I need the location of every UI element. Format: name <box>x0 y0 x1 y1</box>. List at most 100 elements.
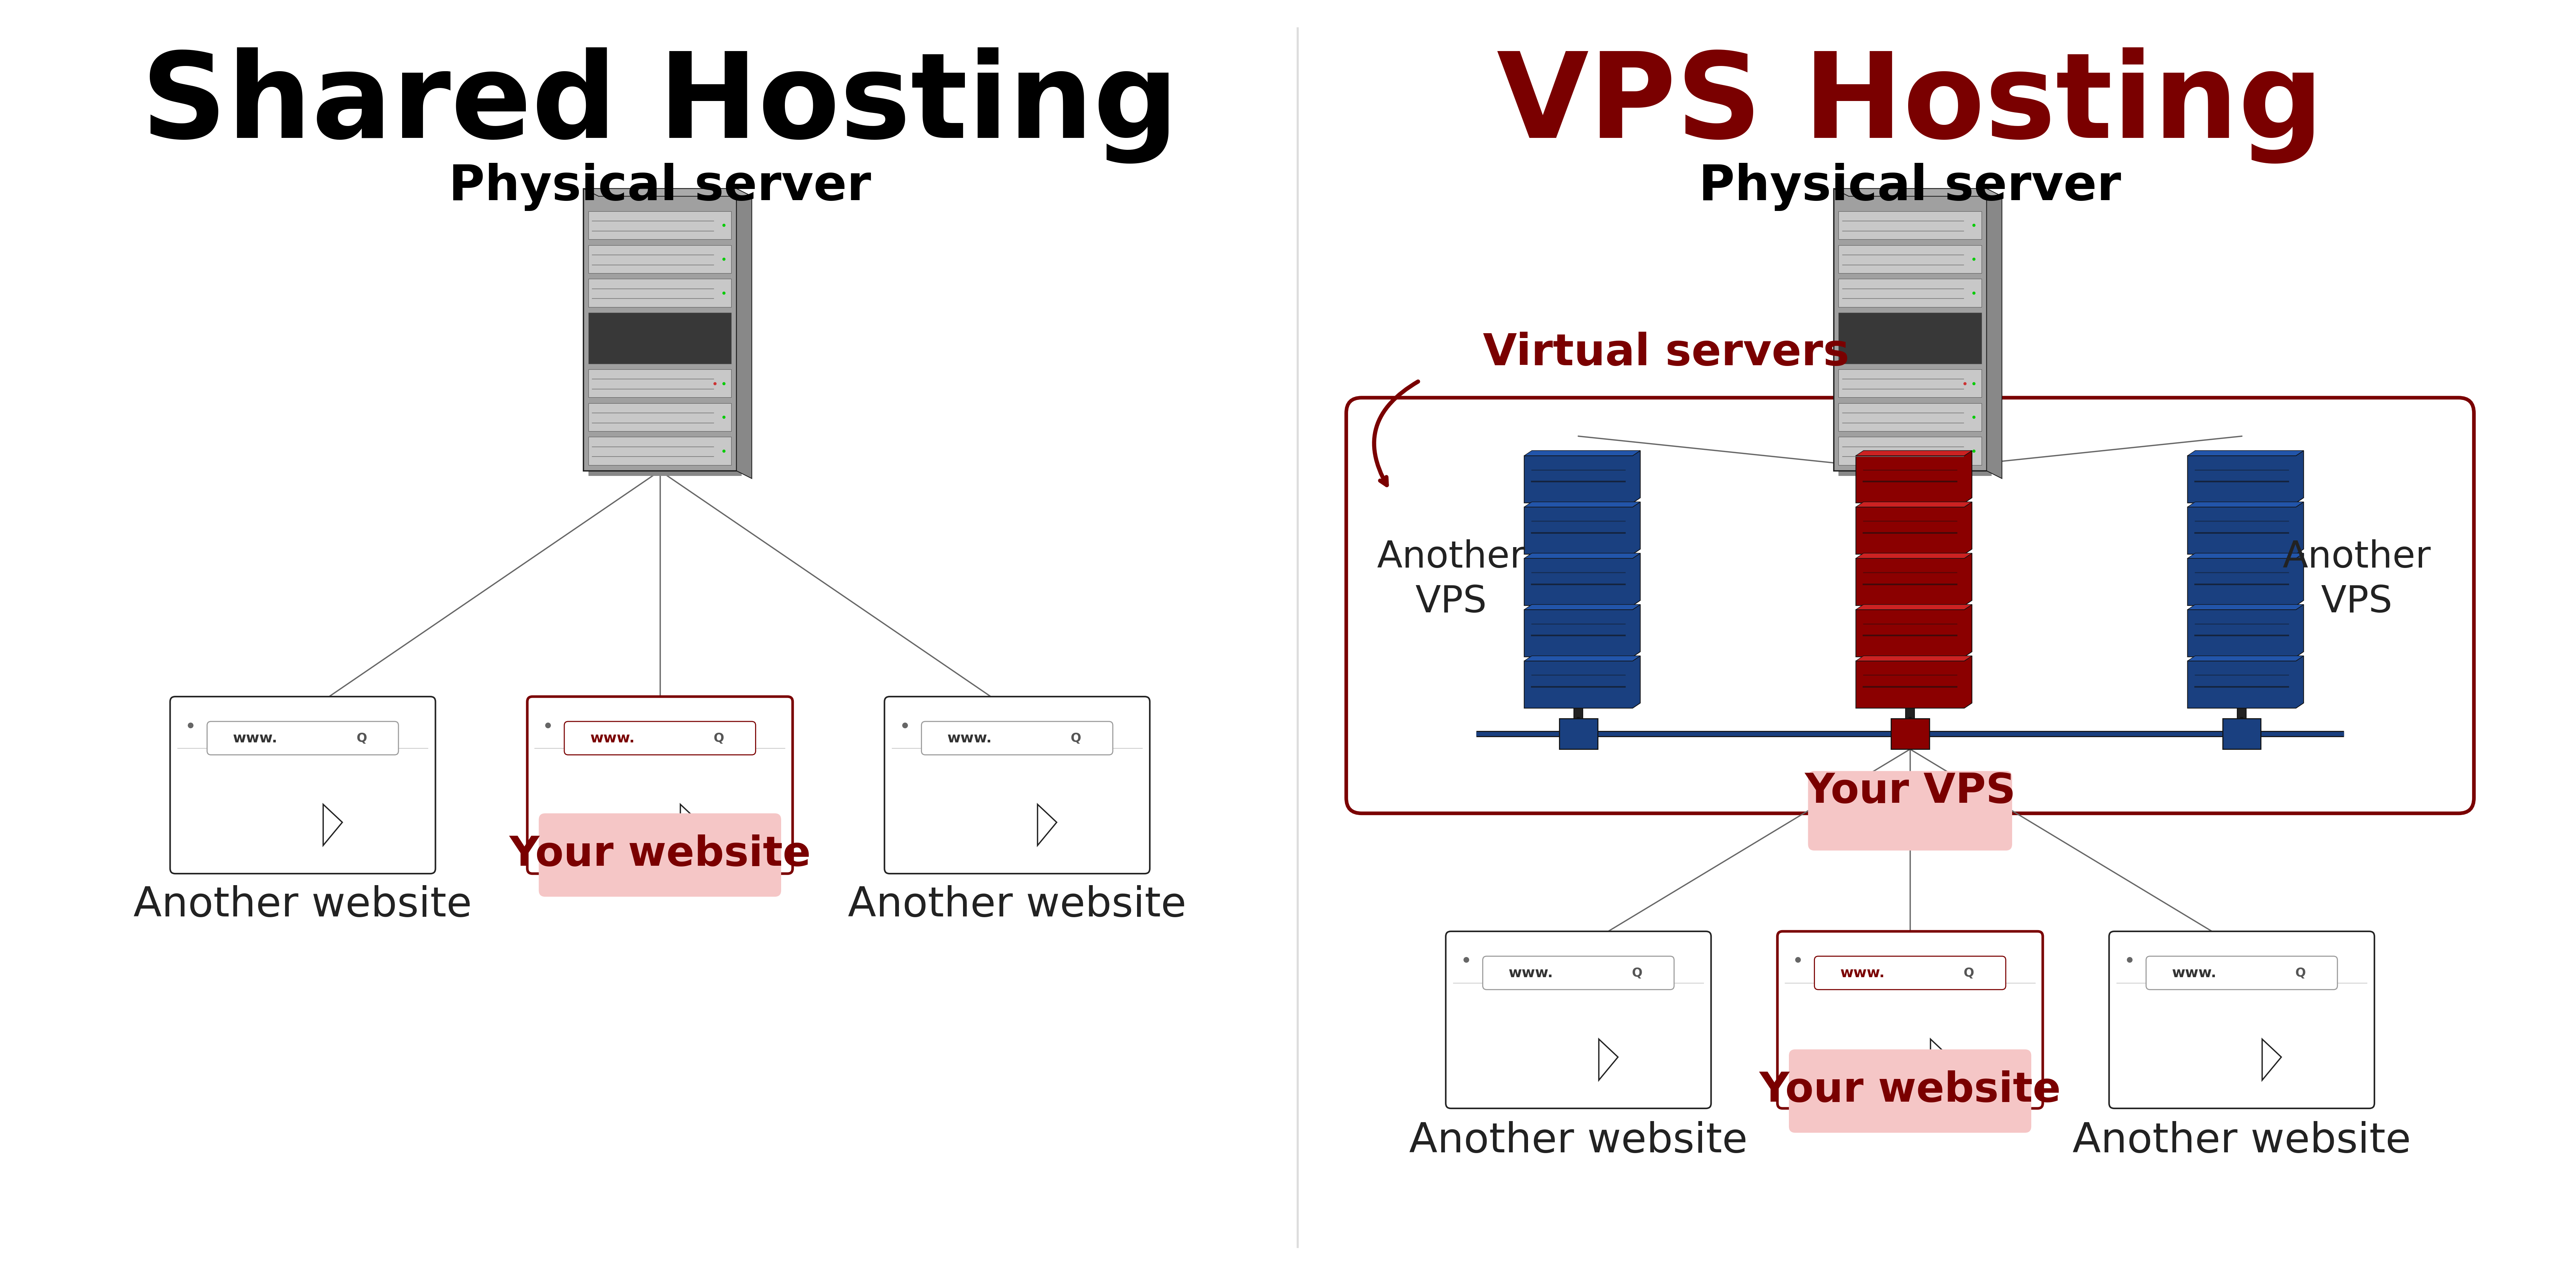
FancyBboxPatch shape <box>1777 931 2043 1109</box>
Text: www.: www. <box>2172 966 2218 980</box>
Polygon shape <box>737 188 752 479</box>
FancyBboxPatch shape <box>1839 211 1981 240</box>
Text: Another
VPS: Another VPS <box>1376 540 1525 621</box>
Polygon shape <box>1525 656 1641 708</box>
Text: Another website: Another website <box>134 885 471 925</box>
Polygon shape <box>322 804 343 845</box>
FancyBboxPatch shape <box>170 697 435 873</box>
Text: VPS Hosting: VPS Hosting <box>1497 48 2324 164</box>
Text: Virtual servers: Virtual servers <box>1484 332 1850 375</box>
Text: Another website: Another website <box>2074 1122 2411 1160</box>
Polygon shape <box>2187 451 2303 456</box>
Polygon shape <box>680 804 701 845</box>
Text: Q: Q <box>2295 967 2306 979</box>
FancyBboxPatch shape <box>922 721 1113 755</box>
Text: www.: www. <box>590 732 634 746</box>
Text: www.: www. <box>1839 966 1886 980</box>
Polygon shape <box>1834 188 2002 196</box>
FancyBboxPatch shape <box>2239 708 2246 744</box>
Text: Q: Q <box>355 732 366 744</box>
FancyBboxPatch shape <box>1839 279 1981 307</box>
Polygon shape <box>1525 604 1641 609</box>
Text: Physical server: Physical server <box>1700 164 2120 211</box>
Text: Q: Q <box>1963 967 1973 979</box>
Text: Your website: Your website <box>1759 1070 2061 1110</box>
Polygon shape <box>1600 1039 1618 1081</box>
Polygon shape <box>1929 1039 1950 1081</box>
Text: Physical server: Physical server <box>448 164 871 211</box>
Polygon shape <box>1855 604 1973 657</box>
Polygon shape <box>1525 553 1641 605</box>
FancyBboxPatch shape <box>587 245 732 273</box>
FancyBboxPatch shape <box>1839 193 1991 477</box>
Polygon shape <box>1525 451 1641 456</box>
Text: www.: www. <box>948 732 992 746</box>
FancyBboxPatch shape <box>1445 931 1710 1109</box>
Polygon shape <box>1525 502 1641 554</box>
Polygon shape <box>1855 656 1973 708</box>
FancyBboxPatch shape <box>1574 708 1582 744</box>
Polygon shape <box>1855 451 1973 456</box>
Polygon shape <box>2187 656 2303 661</box>
Text: Your website: Your website <box>510 835 811 875</box>
FancyBboxPatch shape <box>587 370 732 398</box>
FancyBboxPatch shape <box>1814 956 2007 989</box>
FancyBboxPatch shape <box>2223 719 2262 750</box>
FancyBboxPatch shape <box>587 193 742 477</box>
FancyBboxPatch shape <box>528 697 793 873</box>
Polygon shape <box>1525 451 1641 502</box>
Polygon shape <box>2187 451 2303 502</box>
Polygon shape <box>2187 656 2303 708</box>
FancyBboxPatch shape <box>1839 245 1981 273</box>
FancyBboxPatch shape <box>564 721 755 755</box>
Polygon shape <box>1855 656 1973 661</box>
FancyBboxPatch shape <box>587 211 732 240</box>
Polygon shape <box>2187 502 2303 507</box>
Text: Q: Q <box>1072 732 1082 744</box>
Polygon shape <box>1525 553 1641 558</box>
FancyBboxPatch shape <box>1808 772 2012 850</box>
Text: www.: www. <box>1510 966 1553 980</box>
Text: Another website: Another website <box>1409 1122 1747 1160</box>
Text: Your VPS: Your VPS <box>1806 772 2014 811</box>
FancyBboxPatch shape <box>587 313 732 363</box>
Text: Q: Q <box>1633 967 1643 979</box>
Text: www.: www. <box>232 732 278 746</box>
FancyBboxPatch shape <box>1839 437 1981 465</box>
FancyBboxPatch shape <box>587 437 732 465</box>
Polygon shape <box>1525 604 1641 657</box>
FancyBboxPatch shape <box>582 188 737 471</box>
FancyBboxPatch shape <box>1834 188 1986 471</box>
Polygon shape <box>1855 553 1973 605</box>
FancyBboxPatch shape <box>538 813 781 896</box>
FancyBboxPatch shape <box>1891 719 1929 750</box>
FancyBboxPatch shape <box>1788 1050 2032 1132</box>
Polygon shape <box>2187 604 2303 609</box>
FancyBboxPatch shape <box>1839 370 1981 398</box>
Text: Another website: Another website <box>848 885 1188 925</box>
Text: Another
VPS: Another VPS <box>2282 540 2432 621</box>
Polygon shape <box>1855 502 1973 507</box>
Text: Shared Hosting: Shared Hosting <box>142 48 1180 164</box>
FancyBboxPatch shape <box>1839 313 1981 363</box>
Polygon shape <box>2187 553 2303 558</box>
FancyBboxPatch shape <box>587 279 732 307</box>
FancyBboxPatch shape <box>587 403 732 431</box>
Polygon shape <box>1855 451 1973 502</box>
Polygon shape <box>1855 604 1973 609</box>
Polygon shape <box>2262 1039 2282 1081</box>
Polygon shape <box>1525 502 1641 507</box>
FancyBboxPatch shape <box>1558 719 1597 750</box>
FancyBboxPatch shape <box>1347 398 2473 813</box>
FancyBboxPatch shape <box>1839 403 1981 431</box>
FancyBboxPatch shape <box>2110 931 2375 1109</box>
Polygon shape <box>1855 553 1973 558</box>
Polygon shape <box>1038 804 1056 845</box>
FancyBboxPatch shape <box>206 721 399 755</box>
FancyBboxPatch shape <box>1484 956 1674 989</box>
Polygon shape <box>1525 656 1641 661</box>
Polygon shape <box>1855 502 1973 554</box>
FancyBboxPatch shape <box>884 697 1149 873</box>
Polygon shape <box>2187 553 2303 605</box>
Polygon shape <box>2187 502 2303 554</box>
